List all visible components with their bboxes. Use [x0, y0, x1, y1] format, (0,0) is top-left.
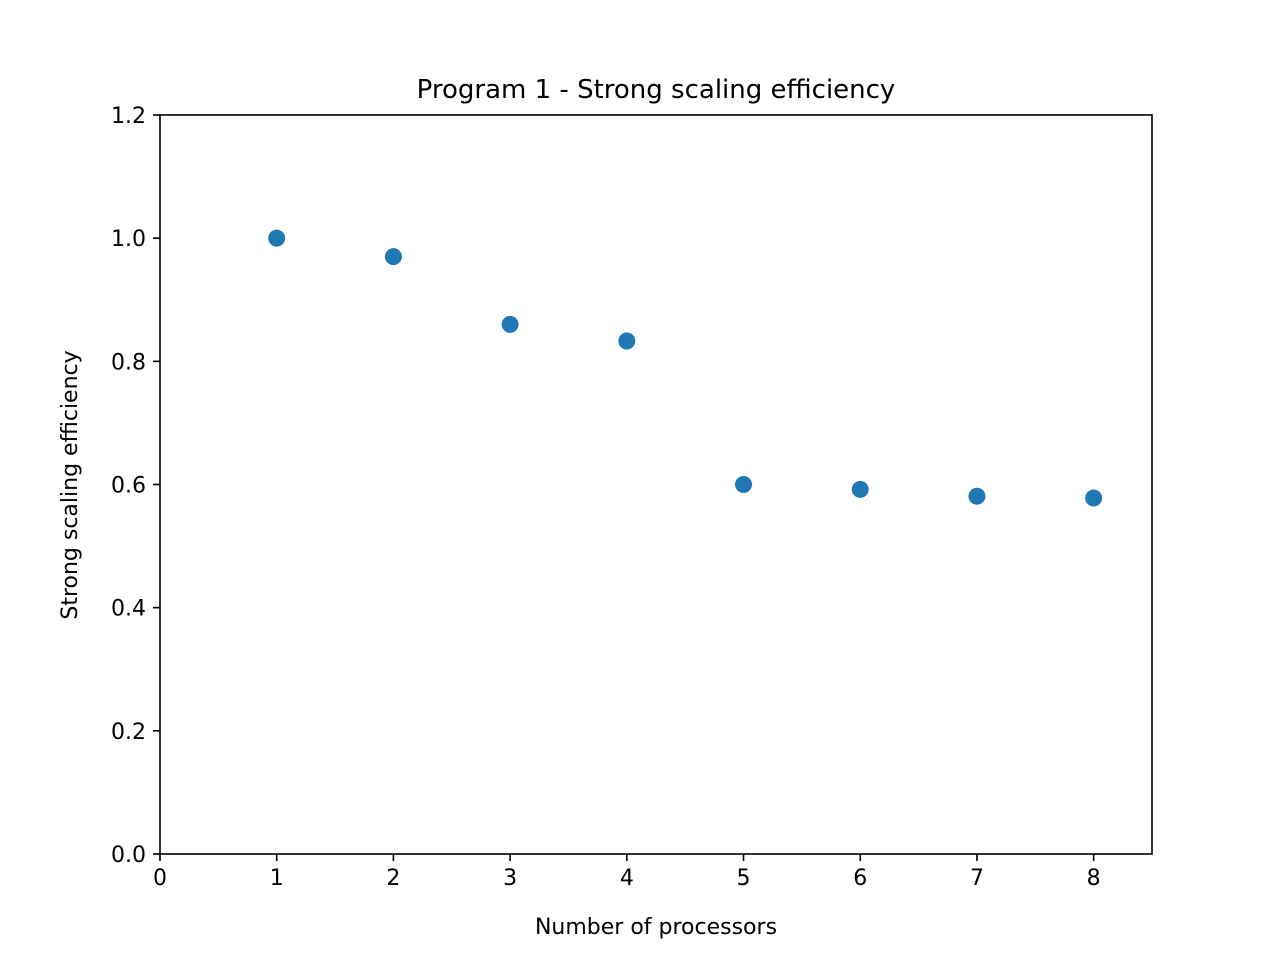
x-tick-label: 0 — [153, 866, 167, 891]
data-points — [268, 229, 1103, 507]
y-axis-label: Strong scaling efficiency — [58, 350, 83, 619]
x-tick-label: 7 — [970, 866, 984, 891]
y-axis: 0.0 0.2 0.4 0.6 0.8 1.0 1.2 — [111, 104, 160, 868]
x-tick-label: 6 — [853, 866, 867, 891]
x-tick-label: 3 — [503, 866, 517, 891]
x-tick-label: 1 — [270, 866, 284, 891]
data-point — [735, 476, 753, 493]
x-axis: 0 1 2 3 4 5 6 7 8 — [153, 854, 1101, 891]
data-point — [384, 248, 402, 266]
y-tick-label: 0.8 — [111, 350, 146, 375]
x-axis-label: Number of processors — [535, 915, 777, 940]
data-point — [268, 229, 286, 247]
data-point — [1085, 489, 1103, 507]
x-tick-label: 2 — [386, 866, 400, 891]
x-tick-label: 5 — [737, 866, 751, 891]
y-tick-label: 0.0 — [111, 843, 146, 868]
data-point — [501, 315, 519, 333]
y-tick-label: 0.4 — [111, 597, 146, 622]
x-tick-label: 4 — [620, 866, 634, 891]
data-point — [618, 332, 636, 350]
y-tick-label: 0.6 — [111, 474, 146, 499]
y-tick-label: 1.2 — [111, 104, 146, 129]
data-point — [968, 487, 986, 505]
y-tick-label: 1.0 — [111, 227, 146, 252]
data-point — [851, 480, 869, 498]
y-tick-label: 0.2 — [111, 720, 146, 745]
chart-title: Program 1 - Strong scaling efficiency — [417, 75, 896, 105]
x-tick-label: 8 — [1087, 866, 1101, 891]
